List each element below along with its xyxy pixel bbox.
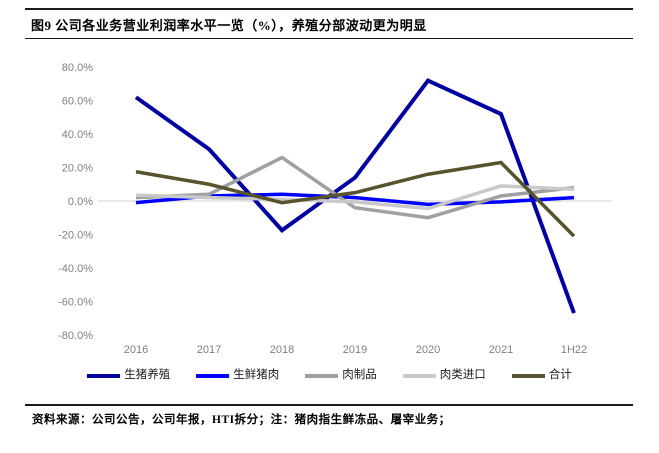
legend-line-swatch: [196, 373, 230, 378]
y-tick-label: 20.0%: [62, 163, 93, 175]
x-tick-label: 2016: [124, 344, 148, 356]
x-tick-label: 1H22: [561, 344, 587, 356]
y-tick-label: 0.0%: [68, 196, 93, 208]
series-line-4: [135, 160, 576, 238]
series-line-0: [134, 78, 576, 314]
legend-item-0: 生猪养殖: [87, 369, 171, 382]
y-tick-label: -40.0%: [58, 263, 93, 275]
legend-label: 肉制品: [342, 369, 377, 381]
legend-line-swatch: [402, 373, 436, 378]
y-tick-label: -20.0%: [58, 229, 93, 241]
legend-line-swatch: [511, 373, 545, 378]
y-tick-label: 60.0%: [62, 96, 93, 108]
x-tick-label: 2018: [270, 344, 294, 356]
title-underline-rule: [25, 38, 633, 39]
legend-label: 生猪养殖: [124, 369, 171, 381]
x-tick-label: 2019: [343, 344, 367, 356]
figure-title: 图9 公司各业务营业利润率水平一览（%），养殖分部波动更为明显: [31, 18, 427, 33]
y-tick-label: -80.0%: [58, 330, 93, 342]
legend-line-swatch: [87, 373, 121, 378]
legend-item-3: 肉类进口: [402, 369, 486, 382]
y-tick-label: -60.0%: [58, 296, 93, 308]
x-tick-label: 2017: [197, 344, 221, 356]
footer-rule: [25, 404, 633, 406]
legend-item-2: 肉制品: [305, 369, 377, 382]
legend-line-swatch: [305, 373, 339, 378]
legend-label: 肉类进口: [439, 369, 486, 381]
legend-label: 生鲜猪肉: [233, 369, 280, 381]
legend-label: 合计: [548, 369, 572, 381]
x-tick-label: 2020: [416, 344, 440, 356]
chart-canvas: 80.0% 60.0% 40.0% 20.0% 0.0% -20.0% -40.0% -60.…: [58, 62, 612, 356]
legend-item-1: 生鲜猪肉: [196, 369, 280, 382]
source-note: 资料来源：公司公告，公司年报，HTI拆分；注：猪肉指生鲜冻品、屠宰业务；: [32, 414, 451, 426]
y-tick-label: 40.0%: [62, 129, 93, 141]
legend-item-4: 合计: [511, 369, 572, 382]
series-line-3: [135, 184, 575, 211]
y-tick-label: 80.0%: [62, 62, 93, 74]
series-line-2: [135, 155, 575, 220]
top-rule: [25, 8, 633, 10]
chart-legend: 生猪养殖 生鲜猪肉 肉制品 肉类进口 合计: [0, 369, 659, 382]
x-tick-label: 2021: [489, 344, 513, 356]
